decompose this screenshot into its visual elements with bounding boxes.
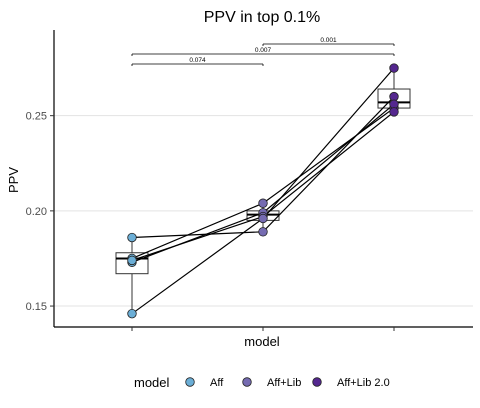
legend-label: Aff (210, 377, 224, 389)
paired-line (131, 103, 395, 263)
legend-label: Aff+Lib (267, 377, 301, 389)
legend-title: model (134, 375, 170, 390)
data-points (127, 63, 399, 319)
paired-line (131, 67, 395, 315)
paired-lines (131, 67, 395, 315)
chart-title: PPV in top 0.1% (204, 9, 321, 26)
data-point (389, 63, 399, 73)
data-point (127, 232, 137, 243)
boxplots (115, 68, 411, 314)
comparison-brackets: 0.074 0.007 0.001 (131, 37, 395, 66)
data-point (258, 198, 268, 208)
box-iqr (115, 252, 149, 275)
legend-key (185, 377, 195, 387)
data-point (258, 213, 268, 224)
paired-line (131, 111, 395, 261)
comparison-pvalue: 0.007 (255, 47, 272, 54)
x-axis-title: model (244, 334, 280, 349)
comparison-pvalue: 0.074 (189, 57, 206, 64)
legend-label: Aff+Lib 2.0 (337, 377, 390, 389)
legend: model Aff Aff+Lib Aff+Lib 2.0 (134, 375, 390, 390)
comparison-pvalue: 0.001 (320, 37, 337, 44)
data-point (389, 107, 399, 117)
y-tick-label: 0.25 (26, 111, 47, 123)
y-tick-label: 0.20 (26, 206, 47, 218)
y-tick-label: 0.15 (26, 301, 47, 313)
legend-key (242, 377, 252, 387)
y-axis-title: PPV (6, 167, 21, 193)
data-point (127, 255, 137, 266)
legend-key (312, 377, 322, 387)
y-ticks: 0.15 0.20 0.25 (26, 111, 54, 313)
data-point (258, 227, 268, 237)
data-point (127, 308, 137, 319)
axes (53, 30, 473, 331)
